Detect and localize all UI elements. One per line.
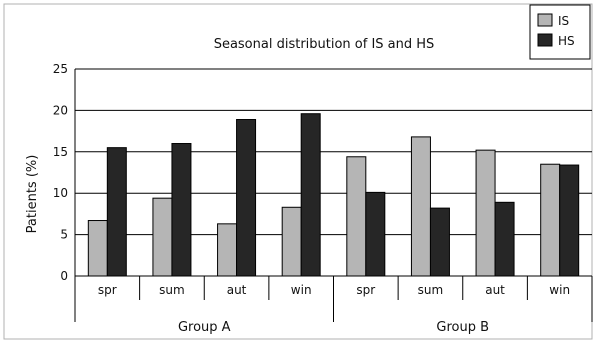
x-tick-label: spr bbox=[356, 283, 375, 297]
y-tick-label: 15 bbox=[53, 145, 68, 159]
y-axis-ticks: 0 5 10 15 20 25 bbox=[53, 62, 68, 283]
y-axis-label: Patients (%) bbox=[25, 155, 40, 234]
bar-is bbox=[346, 156, 367, 277]
group-label: Group B bbox=[436, 320, 489, 335]
group-label: Group A bbox=[178, 320, 231, 335]
bar-hs bbox=[429, 207, 450, 277]
legend-swatch-is bbox=[537, 13, 553, 27]
y-tick-label: 20 bbox=[53, 103, 68, 117]
legend-label-is: IS bbox=[558, 14, 569, 28]
x-axis: spr sum aut win spr sum aut win Group A Group B bbox=[74, 69, 593, 335]
x-tick-label: aut bbox=[227, 283, 247, 297]
bar-is bbox=[152, 197, 173, 277]
chart-title: Seasonal distribution of IS and HS bbox=[214, 37, 435, 52]
x-tick-label: sum bbox=[159, 283, 185, 297]
bar-hs bbox=[236, 119, 257, 277]
bar-hs bbox=[300, 113, 321, 277]
x-tick-label: win bbox=[291, 283, 312, 297]
bar-is bbox=[281, 206, 302, 277]
x-tick-label: spr bbox=[98, 283, 117, 297]
bar-is bbox=[87, 220, 108, 277]
legend-box bbox=[529, 4, 591, 60]
y-tick-label: 5 bbox=[60, 228, 68, 242]
x-tick-label: win bbox=[549, 283, 570, 297]
y-tick-label: 10 bbox=[53, 186, 68, 200]
legend-swatch-hs bbox=[537, 33, 553, 47]
bar-hs bbox=[106, 147, 127, 277]
legend-label-hs: HS bbox=[558, 34, 575, 48]
y-tick-label: 0 bbox=[60, 269, 68, 283]
bar-hs bbox=[365, 191, 386, 277]
bars bbox=[87, 113, 580, 277]
bar-is bbox=[540, 163, 561, 277]
y-tick-label: 25 bbox=[53, 62, 68, 76]
bar-is bbox=[475, 149, 496, 277]
bar-is bbox=[217, 223, 238, 277]
x-tick-label: sum bbox=[418, 283, 444, 297]
bar-hs bbox=[494, 201, 515, 277]
bar-hs bbox=[171, 143, 192, 277]
bar-is bbox=[410, 136, 431, 277]
bar-hs bbox=[559, 164, 580, 277]
x-tick-label: aut bbox=[485, 283, 505, 297]
legend: IS HS bbox=[529, 4, 591, 60]
